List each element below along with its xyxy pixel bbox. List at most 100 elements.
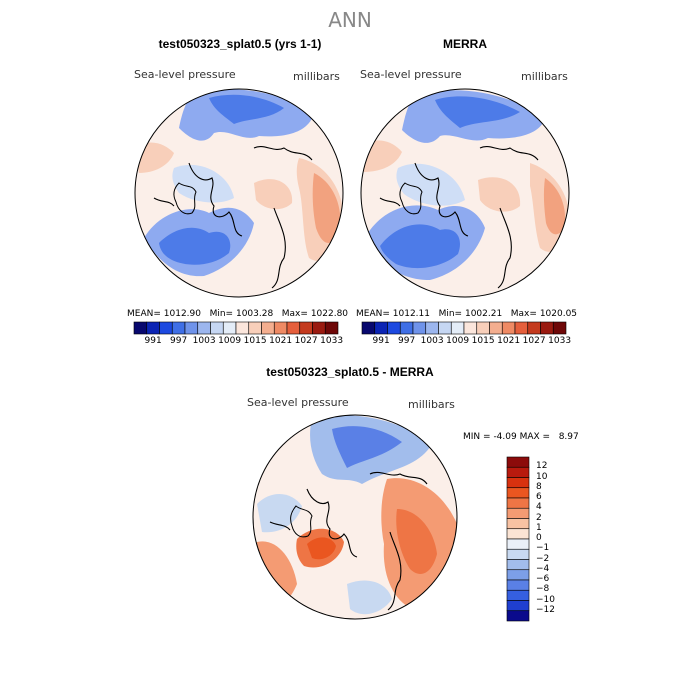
panel2-stats: MEAN= 1012.11 Min= 1002.21 Max= 1020.05 xyxy=(356,309,578,319)
diff-colorbar-swatch xyxy=(506,569,530,581)
diff-colorbar-tick-label: 0 xyxy=(536,533,542,543)
diff-colorbar-swatch xyxy=(506,507,530,519)
diff-colorbar-tick-label: −8 xyxy=(536,584,550,595)
colorbar-swatch xyxy=(299,321,313,335)
low-pressure-region xyxy=(159,227,231,265)
colorbar-swatch xyxy=(501,321,516,335)
colorbar-swatch xyxy=(324,321,339,335)
colorbar-swatch xyxy=(476,321,490,335)
high-pressure-region xyxy=(478,177,521,212)
colorbar-tick-label: 997 xyxy=(398,336,416,346)
colorbar-swatch xyxy=(412,321,427,335)
colorbar-swatch xyxy=(222,321,237,335)
low-pressure-region xyxy=(435,96,520,128)
panel1-units-label: millibars xyxy=(293,70,340,83)
colorbar-swatch xyxy=(552,321,567,335)
diff-colorbar-swatch xyxy=(506,518,530,530)
colorbar-swatch xyxy=(361,321,376,335)
diff-colorbar-tick-label: 2 xyxy=(536,512,542,523)
panel2-colorbar-labels: 991 997 1003 1009 1015 1021 1027 1033 xyxy=(362,336,572,348)
diff-max: 8.97 xyxy=(558,432,579,442)
colorbar-swatch xyxy=(133,321,148,335)
low-pressure-region xyxy=(396,163,465,206)
diff-colorbar-swatch xyxy=(506,600,530,612)
colorbar-tick-label: 1033 xyxy=(548,336,572,346)
coastline xyxy=(290,505,313,538)
colorbar-swatch xyxy=(171,321,186,335)
diff-colorbar-tick-label: 12 xyxy=(536,461,548,472)
colorbar-tick-label: 1021 xyxy=(497,336,521,346)
colorbar-tick-label: 1015 xyxy=(243,336,267,346)
coastline xyxy=(153,146,313,289)
high-pressure-region xyxy=(543,178,566,235)
negative-diff-region xyxy=(347,580,392,615)
coastline xyxy=(173,182,197,215)
panel1-variable-label: Sea-level pressure xyxy=(134,68,236,81)
colorbar-tick-label: 1003 xyxy=(420,336,444,346)
main-title: ANN xyxy=(328,8,372,32)
diff-colorbar-tick-label: 4 xyxy=(536,502,542,513)
low-pressure-region xyxy=(380,224,460,269)
colorbar-tick-label: 1009 xyxy=(446,336,470,346)
colorbar-swatch xyxy=(159,321,173,335)
positive-diff-region xyxy=(307,537,336,560)
diff-colorbar-swatch xyxy=(506,538,530,550)
colorbar-swatch xyxy=(184,321,199,335)
panel1-colorbar xyxy=(133,321,339,335)
coastline xyxy=(269,471,428,611)
colorbar-tick-label: 1003 xyxy=(192,336,216,346)
diff-units-label: millibars xyxy=(408,398,455,411)
panel2-title: MERRA xyxy=(443,37,487,51)
panel1-mean: 1012.90 xyxy=(163,309,201,319)
panel1-title: test050323_splat0.5 (yrs 1-1) xyxy=(158,37,322,51)
diff-colorbar-tick-label: 8 xyxy=(536,481,542,492)
high-pressure-region xyxy=(254,179,293,210)
diff-colorbar-labels: 12 10 8 6 4 2 1 0 −1 −2 −4 −6 −8 −10 −12 xyxy=(536,457,576,621)
diff-colorbar-tick-label: −10 xyxy=(536,594,555,605)
colorbar-swatch xyxy=(374,321,388,335)
colorbar-swatch xyxy=(273,321,288,335)
colorbar-tick-label: 991 xyxy=(372,336,390,346)
diff-colorbar-tick-label: 1 xyxy=(536,522,542,533)
diff-min-max: MIN = -4.09 MAX = 8.97 xyxy=(463,432,579,442)
panel2-colorbar xyxy=(361,321,567,335)
colorbar-tick-label: 997 xyxy=(170,336,188,346)
diff-colorbar-swatch xyxy=(506,487,530,499)
diff-variable-label: Sea-level pressure xyxy=(247,396,349,409)
diff-colorbar-tick-label: −1 xyxy=(536,543,550,554)
diff-colorbar-swatch xyxy=(506,466,530,478)
panel1-colorbar-labels: 991 997 1003 1009 1015 1021 1027 1033 xyxy=(134,336,344,348)
low-pressure-region xyxy=(209,94,284,124)
colorbar-tick-label: 1033 xyxy=(320,336,344,346)
colorbar-swatch xyxy=(425,321,439,335)
colorbar-tick-label: 1009 xyxy=(218,336,242,346)
colorbar-swatch xyxy=(387,321,401,335)
diff-colorbar-swatch xyxy=(506,548,530,560)
diff-colorbar-swatch xyxy=(506,497,530,509)
diff-colorbar-tick-label: −6 xyxy=(536,574,550,584)
diff-colorbar-swatch xyxy=(506,477,530,489)
colorbar-swatch xyxy=(527,321,541,335)
colorbar-tick-label: 1027 xyxy=(522,336,546,346)
diff-colorbar-swatch xyxy=(506,528,530,540)
colorbar-swatch xyxy=(514,321,529,335)
coastline xyxy=(379,146,539,289)
colorbar-tick-label: 1027 xyxy=(294,336,318,346)
colorbar-swatch xyxy=(261,321,275,335)
colorbar-swatch xyxy=(312,321,326,335)
diff-colorbar xyxy=(506,456,530,622)
panel2-variable-label: Sea-level pressure xyxy=(360,68,462,81)
map-boundary xyxy=(134,88,344,298)
map-boundary xyxy=(252,414,458,620)
high-pressure-region xyxy=(312,173,341,244)
diff-colorbar-swatch xyxy=(506,559,530,571)
diff-colorbar-swatch xyxy=(506,456,530,468)
map-boundary xyxy=(360,88,570,298)
colorbar-tick-label: 991 xyxy=(144,336,162,346)
diff-map xyxy=(252,414,458,620)
colorbar-swatch xyxy=(489,321,503,335)
colorbar-swatch xyxy=(210,321,224,335)
diff-colorbar-swatch xyxy=(506,579,530,591)
panel1-stats: MEAN= 1012.90 Min= 1003.28 Max= 1022.80 xyxy=(127,309,349,319)
panel2-min: 1002.21 xyxy=(464,309,503,319)
